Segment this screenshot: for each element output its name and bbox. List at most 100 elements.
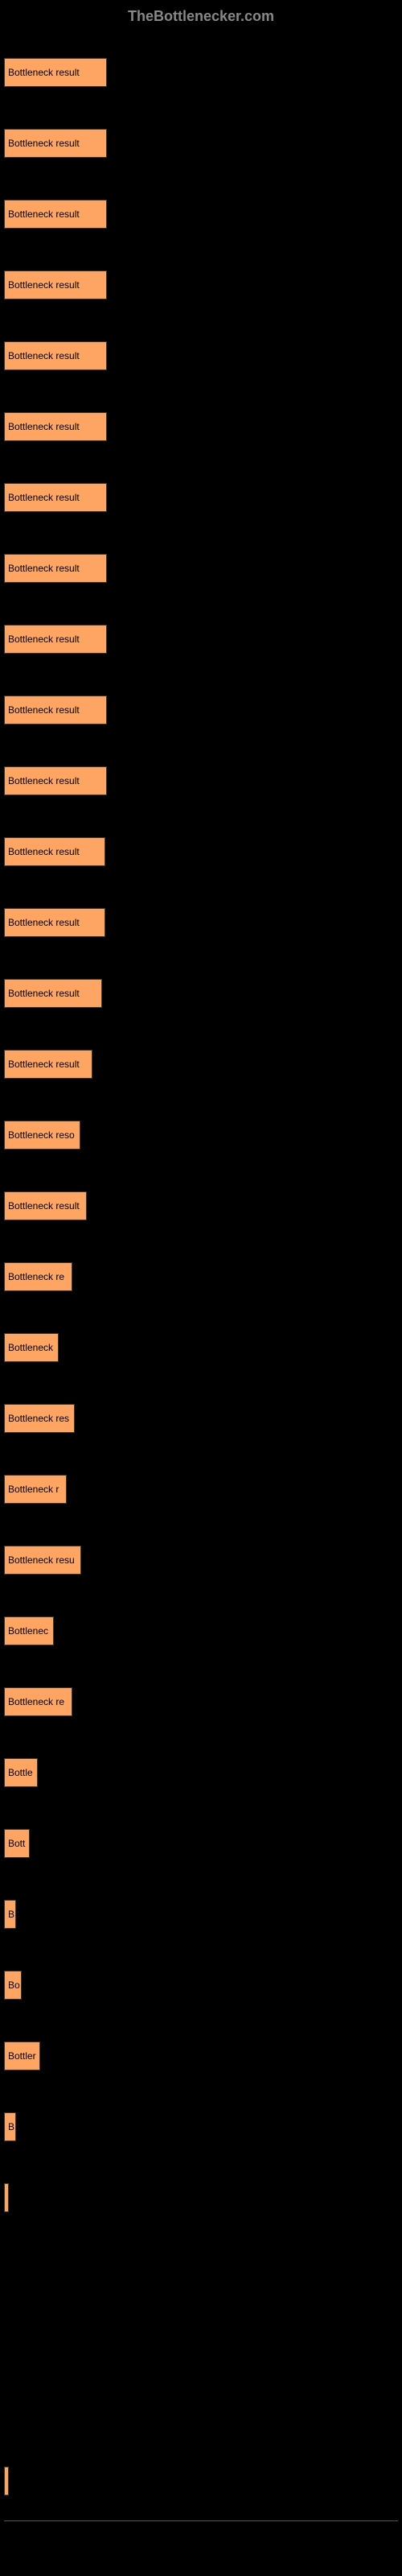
bar-row: Bottleneck result xyxy=(4,958,402,1029)
bar: Bottleneck result xyxy=(4,412,107,441)
bar-row: Bottleneck result xyxy=(4,179,402,250)
bar-row: Bottleneck result xyxy=(4,250,402,320)
bar-label: Bottleneck reso xyxy=(8,1129,75,1141)
bar-label: Bottleneck result xyxy=(8,563,80,574)
bar: Bottleneck re xyxy=(4,1687,72,1716)
bar-row: Bottleneck result xyxy=(4,462,402,533)
bar xyxy=(4,2325,7,2354)
bar-row: Bottleneck result xyxy=(4,887,402,958)
bar: Bottleneck r xyxy=(4,1475,67,1504)
bar: Bottlenec xyxy=(4,1616,54,1645)
bar-row: Bottleneck r xyxy=(4,1454,402,1525)
bar: Bottleneck result xyxy=(4,908,105,937)
bar-row xyxy=(4,2446,402,2516)
bar-row: Bottleneck re xyxy=(4,1666,402,1737)
bar-label: Bottleneck result xyxy=(8,67,80,78)
bar: Bottleneck reso xyxy=(4,1121,80,1150)
bar-label: Bottleneck result xyxy=(8,988,80,999)
bar-row: Bottleneck result xyxy=(4,1170,402,1241)
bar: Bottleneck result xyxy=(4,766,107,795)
bar: Bottle xyxy=(4,1758,38,1787)
bar: Bott xyxy=(4,1829,30,1858)
bar xyxy=(4,2396,7,2425)
bar-label: Bottler xyxy=(8,2050,36,2062)
bar: Bottleneck result xyxy=(4,58,107,87)
bar-label: Bottleneck result xyxy=(8,704,80,716)
bar: Bottleneck result xyxy=(4,200,107,229)
bar-row: Bottleneck result xyxy=(4,37,402,108)
bar-row: B xyxy=(4,1879,402,1950)
bar-label: Bottleneck result xyxy=(8,634,80,645)
bar-label: Bottleneck result xyxy=(8,492,80,503)
bar-label: Bottleneck result xyxy=(8,1200,80,1212)
bar-row: Bottlenec xyxy=(4,1596,402,1666)
bar xyxy=(4,2467,9,2496)
bar-row: Bottleneck re xyxy=(4,1241,402,1312)
bar: B xyxy=(4,1900,16,1929)
bar: B xyxy=(4,2112,16,2141)
bar-row xyxy=(4,2162,402,2233)
bar-label: Bottleneck result xyxy=(8,846,80,857)
bar-row: Bottleneck result xyxy=(4,816,402,887)
bar-label: Bottleneck resu xyxy=(8,1554,75,1566)
bar: Bottleneck result xyxy=(4,837,105,866)
bar: Bottleneck result xyxy=(4,1191,87,1220)
bar-row: Bottleneck resu xyxy=(4,1525,402,1596)
bar-label: Bottleneck result xyxy=(8,1059,80,1070)
bar: Bottleneck result xyxy=(4,129,107,158)
bar: Bottleneck resu xyxy=(4,1546,81,1575)
bar-row: Bottleneck result xyxy=(4,604,402,675)
bar-chart: Bottleneck result Bottleneck result Bottle… xyxy=(0,37,402,2516)
bar-label: Bottleneck result xyxy=(8,421,80,432)
bar-label: B xyxy=(8,2121,14,2132)
bar-row: Bottleneck result xyxy=(4,675,402,745)
bar-label: Bottleneck re xyxy=(8,1696,64,1707)
bar-row: Bottleneck result xyxy=(4,533,402,604)
bar-label: Bottleneck result xyxy=(8,350,80,361)
bar-label: Bottleneck res xyxy=(8,1413,69,1424)
bar-row: Bottleneck result xyxy=(4,108,402,179)
bar-label: Bottlenec xyxy=(8,1625,48,1637)
bar: Bottleneck re xyxy=(4,1262,72,1291)
bar-row: Bottleneck result xyxy=(4,745,402,816)
bar-row: Bottleneck result xyxy=(4,320,402,391)
bar: Bottleneck result xyxy=(4,1050,92,1079)
bar-label: Bottleneck result xyxy=(8,208,80,220)
bar xyxy=(4,2254,7,2283)
site-header: TheBottlenecker.com xyxy=(0,8,402,25)
bar-row: Bottler xyxy=(4,2021,402,2091)
bar-row xyxy=(4,2304,402,2375)
bar: Bottleneck result xyxy=(4,554,107,583)
bar-label: Bottleneck re xyxy=(8,1271,64,1282)
bar: Bottleneck result xyxy=(4,625,107,654)
bar: Bo xyxy=(4,1971,22,2000)
bar-row: Bo xyxy=(4,1950,402,2021)
bar-label: Bottleneck result xyxy=(8,775,80,786)
bar xyxy=(4,2183,9,2212)
bar-row: B xyxy=(4,2091,402,2162)
bar: Bottleneck res xyxy=(4,1404,75,1433)
bar-row: Bottleneck result xyxy=(4,1029,402,1100)
bar: Bottler xyxy=(4,2041,40,2070)
bar: Bottleneck result xyxy=(4,696,107,724)
bar-label: Bott xyxy=(8,1838,25,1849)
bar-label: Bottleneck result xyxy=(8,138,80,149)
bar: Bottleneck result xyxy=(4,483,107,512)
bar-label: Bottle xyxy=(8,1767,33,1778)
bar-row: Bottleneck xyxy=(4,1312,402,1383)
x-axis xyxy=(4,2520,398,2521)
bar: Bottleneck result xyxy=(4,979,102,1008)
bar: Bottleneck result xyxy=(4,270,107,299)
bar-row: Bottleneck reso xyxy=(4,1100,402,1170)
bar-label: Bottleneck xyxy=(8,1342,53,1353)
bar-row: Bottle xyxy=(4,1737,402,1808)
bar-label: Bottleneck result xyxy=(8,917,80,928)
bar-label: Bottleneck r xyxy=(8,1484,59,1495)
bar-label: Bo xyxy=(8,1979,20,1991)
bar-row: Bottleneck res xyxy=(4,1383,402,1454)
bar-row xyxy=(4,2233,402,2304)
bar: Bottleneck xyxy=(4,1333,59,1362)
bar-label: Bottleneck result xyxy=(8,279,80,291)
bar-label: B xyxy=(8,1909,14,1920)
bar-row: Bottleneck result xyxy=(4,391,402,462)
